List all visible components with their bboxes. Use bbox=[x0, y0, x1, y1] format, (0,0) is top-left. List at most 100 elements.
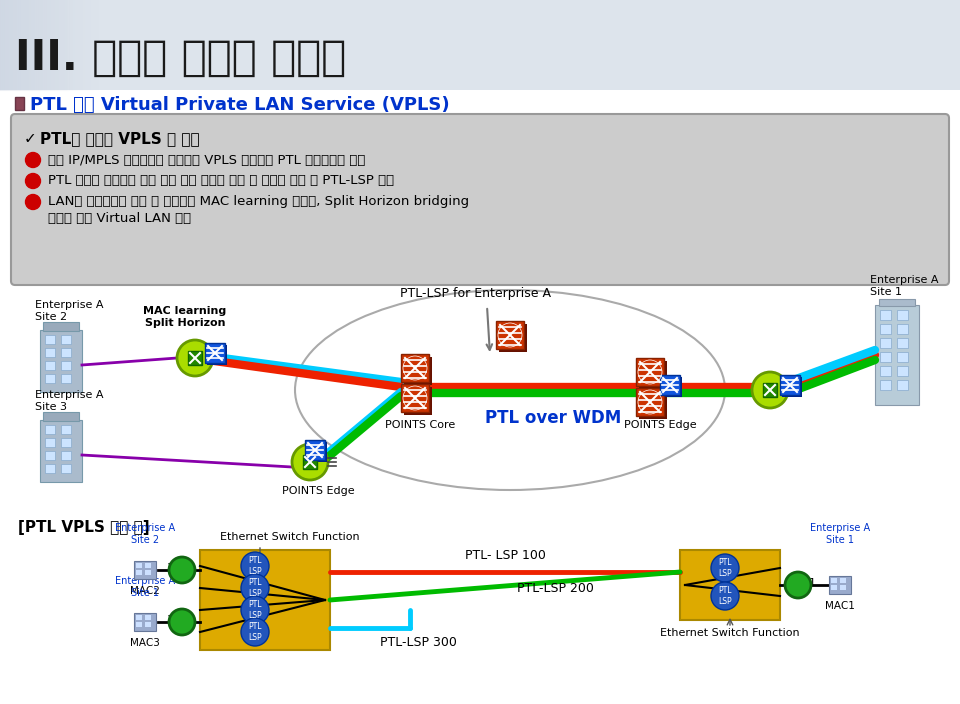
FancyBboxPatch shape bbox=[404, 387, 432, 415]
Text: Ethernet Switch Function: Ethernet Switch Function bbox=[220, 532, 360, 542]
FancyBboxPatch shape bbox=[840, 578, 846, 583]
FancyBboxPatch shape bbox=[636, 358, 664, 386]
Text: PTL-LSP for Enterprise A: PTL-LSP for Enterprise A bbox=[399, 287, 550, 299]
Circle shape bbox=[177, 340, 213, 376]
FancyBboxPatch shape bbox=[829, 576, 851, 594]
Text: PTL over WDM: PTL over WDM bbox=[485, 409, 621, 427]
FancyBboxPatch shape bbox=[200, 550, 330, 650]
FancyBboxPatch shape bbox=[831, 585, 837, 590]
Text: 1: 1 bbox=[166, 615, 174, 625]
FancyBboxPatch shape bbox=[136, 563, 142, 568]
FancyBboxPatch shape bbox=[43, 412, 79, 421]
FancyBboxPatch shape bbox=[40, 330, 82, 392]
FancyBboxPatch shape bbox=[45, 335, 55, 344]
Text: Enterprise A
Site 3: Enterprise A Site 3 bbox=[35, 390, 104, 412]
FancyBboxPatch shape bbox=[660, 375, 680, 395]
FancyBboxPatch shape bbox=[880, 310, 891, 320]
Text: Ethernet Switch Function: Ethernet Switch Function bbox=[660, 628, 800, 638]
Text: PTL을 이용한 VPLS 망 구축: PTL을 이용한 VPLS 망 구축 bbox=[40, 132, 200, 146]
FancyBboxPatch shape bbox=[45, 438, 55, 447]
FancyBboxPatch shape bbox=[145, 615, 151, 620]
Text: MAC3: MAC3 bbox=[130, 638, 160, 648]
FancyBboxPatch shape bbox=[205, 343, 225, 363]
FancyBboxPatch shape bbox=[897, 324, 908, 334]
FancyBboxPatch shape bbox=[61, 438, 71, 447]
FancyBboxPatch shape bbox=[880, 380, 891, 390]
FancyBboxPatch shape bbox=[401, 354, 429, 382]
FancyBboxPatch shape bbox=[639, 361, 667, 389]
FancyBboxPatch shape bbox=[782, 377, 802, 397]
FancyBboxPatch shape bbox=[499, 324, 527, 352]
FancyBboxPatch shape bbox=[45, 451, 55, 460]
Text: POINTS Edge: POINTS Edge bbox=[624, 420, 696, 430]
Circle shape bbox=[241, 618, 269, 646]
Text: 기능에 의해 Virtual LAN 구성: 기능에 의해 Virtual LAN 구성 bbox=[48, 213, 191, 225]
Circle shape bbox=[292, 444, 328, 480]
FancyBboxPatch shape bbox=[763, 383, 777, 397]
FancyBboxPatch shape bbox=[680, 550, 780, 620]
Circle shape bbox=[241, 552, 269, 580]
Text: PTL
LSP: PTL LSP bbox=[249, 578, 262, 598]
Text: Enterprise A
Site 2: Enterprise A Site 2 bbox=[35, 300, 104, 322]
Circle shape bbox=[711, 582, 739, 610]
FancyBboxPatch shape bbox=[880, 338, 891, 348]
FancyBboxPatch shape bbox=[636, 388, 664, 416]
Text: PTL 망에서 제공되는 자동 경로 설정 기능에 의해 각 원하는 노드 간 PTL-LSP 생성: PTL 망에서 제공되는 자동 경로 설정 기능에 의해 각 원하는 노드 간 … bbox=[48, 175, 395, 187]
FancyBboxPatch shape bbox=[45, 374, 55, 383]
Text: PTL
LSP: PTL LSP bbox=[718, 586, 732, 605]
Text: PTL- LSP 100: PTL- LSP 100 bbox=[465, 549, 545, 562]
FancyBboxPatch shape bbox=[0, 0, 960, 90]
Text: Enterprise A
Site 1: Enterprise A Site 1 bbox=[870, 275, 939, 296]
Text: PTL-LSP 300: PTL-LSP 300 bbox=[380, 636, 457, 649]
FancyBboxPatch shape bbox=[401, 384, 429, 412]
FancyBboxPatch shape bbox=[880, 324, 891, 334]
FancyBboxPatch shape bbox=[840, 585, 846, 590]
Text: MAC1: MAC1 bbox=[825, 601, 855, 611]
Circle shape bbox=[241, 574, 269, 602]
Text: LAN을 구성하고자 하는 각 노드에서 MAC learning 기능과, Split Horizon bridging: LAN을 구성하고자 하는 각 노드에서 MAC learning 기능과, S… bbox=[48, 196, 469, 208]
FancyBboxPatch shape bbox=[897, 338, 908, 348]
Text: PTL-LSP 200: PTL-LSP 200 bbox=[516, 582, 593, 595]
FancyBboxPatch shape bbox=[303, 455, 317, 469]
FancyBboxPatch shape bbox=[145, 563, 151, 568]
FancyBboxPatch shape bbox=[61, 464, 71, 473]
FancyBboxPatch shape bbox=[780, 375, 800, 395]
FancyBboxPatch shape bbox=[897, 366, 908, 376]
Circle shape bbox=[711, 554, 739, 582]
Text: Enterprise A
Site 1: Enterprise A Site 1 bbox=[115, 577, 175, 598]
FancyBboxPatch shape bbox=[61, 374, 71, 383]
FancyBboxPatch shape bbox=[136, 570, 142, 575]
FancyBboxPatch shape bbox=[136, 615, 142, 620]
FancyBboxPatch shape bbox=[662, 377, 682, 397]
Text: 기존 IP/MPLS 라우터에서 제공되는 VPLS 서비스를 PTL 스위치에서 제공: 기존 IP/MPLS 라우터에서 제공되는 VPLS 서비스를 PTL 스위치에… bbox=[48, 153, 366, 167]
Circle shape bbox=[26, 194, 40, 210]
Text: 1: 1 bbox=[166, 563, 174, 573]
Text: 1: 1 bbox=[808, 578, 815, 588]
FancyBboxPatch shape bbox=[305, 440, 325, 460]
FancyBboxPatch shape bbox=[45, 361, 55, 370]
FancyBboxPatch shape bbox=[61, 361, 71, 370]
Text: MAC learning
Split Horizon: MAC learning Split Horizon bbox=[143, 306, 227, 328]
FancyBboxPatch shape bbox=[61, 348, 71, 357]
FancyBboxPatch shape bbox=[207, 345, 227, 365]
FancyBboxPatch shape bbox=[897, 310, 908, 320]
Text: Enterprise A
Site 1: Enterprise A Site 1 bbox=[810, 523, 870, 545]
Text: PTL
LSP: PTL LSP bbox=[249, 556, 262, 576]
FancyBboxPatch shape bbox=[45, 425, 55, 434]
FancyBboxPatch shape bbox=[134, 613, 156, 631]
FancyBboxPatch shape bbox=[880, 352, 891, 362]
Text: PTL
LSP: PTL LSP bbox=[249, 622, 262, 642]
FancyBboxPatch shape bbox=[136, 622, 142, 627]
Text: PTL
LSP: PTL LSP bbox=[249, 601, 262, 620]
FancyBboxPatch shape bbox=[404, 357, 432, 385]
Text: MAC2: MAC2 bbox=[130, 586, 160, 596]
Text: III. 캐리어 이더넷 서비스: III. 캐리어 이더넷 서비스 bbox=[15, 37, 347, 79]
FancyBboxPatch shape bbox=[15, 97, 24, 110]
Circle shape bbox=[169, 557, 195, 583]
FancyBboxPatch shape bbox=[145, 622, 151, 627]
FancyBboxPatch shape bbox=[307, 442, 327, 462]
FancyBboxPatch shape bbox=[831, 578, 837, 583]
FancyBboxPatch shape bbox=[880, 366, 891, 376]
FancyBboxPatch shape bbox=[145, 570, 151, 575]
FancyBboxPatch shape bbox=[897, 352, 908, 362]
